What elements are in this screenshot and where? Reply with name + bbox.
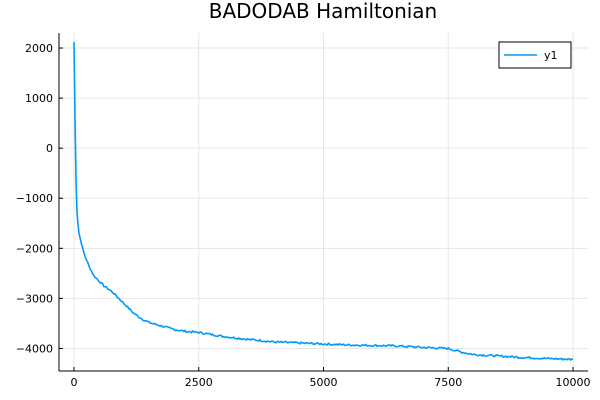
- x-tick-label: 10000: [556, 376, 591, 389]
- x-tick-label: 2500: [185, 376, 213, 389]
- x-tick-label: 0: [70, 376, 77, 389]
- x-tick-label: 7500: [434, 376, 462, 389]
- x-tick-label: 5000: [310, 376, 338, 389]
- series-line-y1: [73, 41, 574, 361]
- y-tick-label: −1000: [16, 192, 53, 205]
- series: [73, 41, 574, 361]
- y-tick-label: 2000: [25, 42, 53, 55]
- y-tick-label: −4000: [16, 342, 53, 355]
- y-tick-label: 0: [46, 142, 53, 155]
- grid-lines: [59, 33, 588, 371]
- chart-title: BADODAB Hamiltonian: [209, 0, 438, 23]
- x-tick-labels: 0 2500 5000 7500 10000: [70, 367, 591, 389]
- legend: y1: [498, 41, 572, 69]
- y-tick-label: −3000: [16, 292, 53, 305]
- legend-label-y1: y1: [544, 49, 558, 62]
- y-tick-label: −2000: [16, 242, 53, 255]
- y-tick-labels: −4000 −3000 −2000 −1000 0 1000 2000: [16, 42, 63, 355]
- y-tick-label: 1000: [25, 92, 53, 105]
